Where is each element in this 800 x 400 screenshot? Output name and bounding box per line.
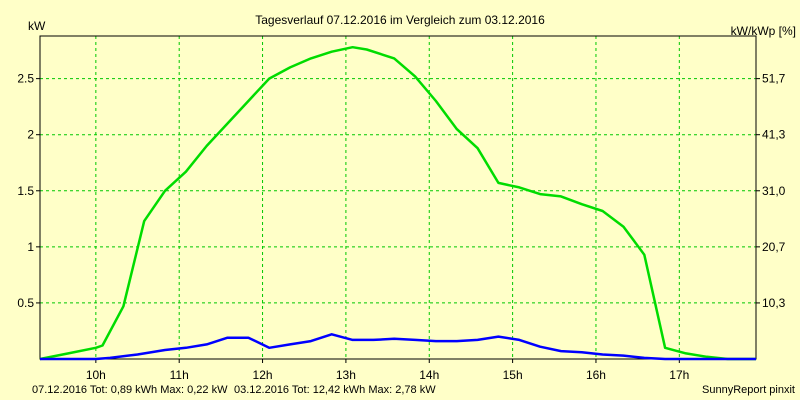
- tick-label-layer: 10h 11h 12h 13h 14h 15h 16h 17h 0.5 10,3 1 20,7 1.5 3…: [17, 72, 785, 382]
- y-tick-label: 1.5: [17, 184, 34, 198]
- y2-tick-label: 51,7: [762, 72, 786, 86]
- x-tick-label: 13h: [336, 368, 356, 382]
- chart-title: Tagesverlauf 07.12.2016 im Vergleich zum…: [255, 13, 545, 27]
- footer-credit: SunnyReport pinxit: [702, 384, 795, 396]
- footer-compare-summary: 03.12.2016 Tot: 12,42 kWh Max: 2,78 kW: [234, 384, 436, 396]
- y2-tick-label: 20,7: [762, 240, 786, 254]
- y-tick-label: 2.5: [17, 72, 34, 86]
- y-axis-label: kW: [28, 19, 46, 33]
- x-tick-label: 11h: [170, 368, 189, 382]
- x-tick-label: 16h: [586, 368, 606, 382]
- y2-axis-label: kW/kWp [%]: [731, 24, 796, 38]
- x-tick-label: 10h: [86, 368, 106, 382]
- y-tick-label: 2: [27, 128, 34, 142]
- series-layer: [39, 45, 757, 361]
- y2-tick-label: 10,3: [762, 296, 786, 310]
- x-tick-label: 12h: [253, 368, 273, 382]
- y-tick-label: 0.5: [17, 296, 34, 310]
- axes-layer: [36, 35, 760, 363]
- y2-tick-label: 31,0: [762, 184, 786, 198]
- x-tick-label: 14h: [419, 368, 439, 382]
- plot-frame: [39, 35, 757, 360]
- grid-layer: [40, 36, 756, 359]
- series-line-current: [40, 333, 756, 361]
- y-tick-label: 1: [27, 240, 34, 254]
- y2-tick-label: 41,3: [762, 128, 786, 142]
- x-tick-label: 15h: [503, 368, 523, 382]
- footer-current-summary: 07.12.2016 Tot: 0,89 kWh Max: 0,22 kW: [32, 384, 228, 396]
- x-tick-label: 17h: [669, 368, 689, 382]
